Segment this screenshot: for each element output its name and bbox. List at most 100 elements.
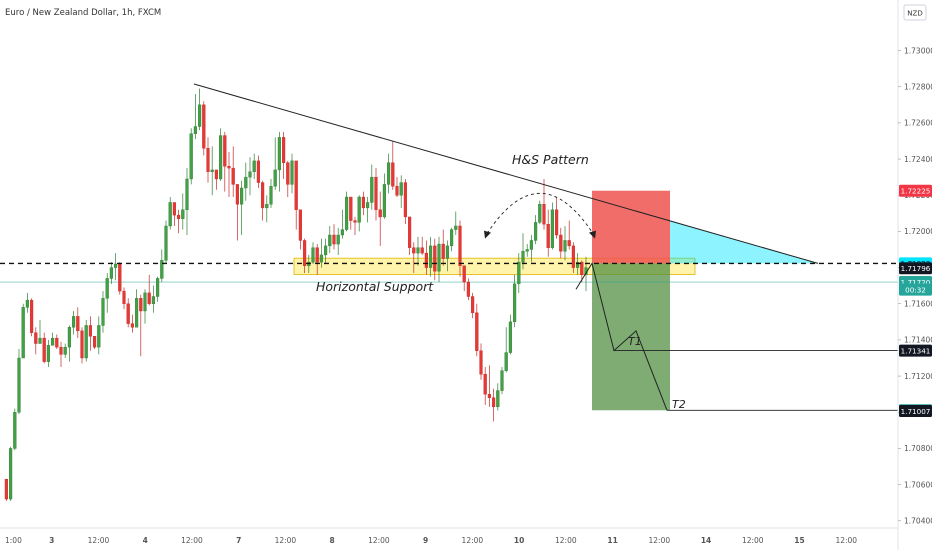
candle-body xyxy=(113,263,118,268)
candle-body xyxy=(345,196,349,230)
candle-body xyxy=(399,182,403,196)
candle-body xyxy=(559,234,563,252)
candle-body xyxy=(197,104,202,127)
candle-body xyxy=(139,298,143,312)
candle-body xyxy=(130,323,134,328)
candle-body xyxy=(332,234,336,245)
candle-body xyxy=(542,204,546,225)
time-tick-label: 12:00 xyxy=(649,536,671,545)
candle-body xyxy=(214,169,218,180)
horizontal-support-label: Horizontal Support xyxy=(316,279,434,294)
candle-body xyxy=(206,148,210,172)
candle-body xyxy=(576,261,580,268)
time-tick-label: 12:00 xyxy=(181,536,203,545)
candle-body xyxy=(508,321,512,353)
candle-body xyxy=(193,126,197,134)
time-tick-label: 12:00 xyxy=(742,536,764,545)
candle-body xyxy=(67,327,71,348)
price-tick-label: 1.70400 xyxy=(904,517,932,526)
hs-arc-arrow-left xyxy=(484,230,491,239)
candle-body xyxy=(261,182,265,209)
candle-body xyxy=(534,222,538,241)
candle-body xyxy=(433,245,437,272)
price-tick-label: 1.72600 xyxy=(904,119,932,128)
price-tick-label: 1.70800 xyxy=(904,444,932,453)
candle-body xyxy=(391,162,395,187)
candle-body xyxy=(248,171,252,178)
candle-body xyxy=(420,247,424,254)
candle-body xyxy=(567,240,571,247)
price-tick-label: 1.71200 xyxy=(904,372,932,381)
candle-body xyxy=(252,160,256,172)
candle-body xyxy=(294,160,298,210)
candle-body xyxy=(458,225,462,266)
candle-body xyxy=(424,252,428,268)
price-tags: 1.722251.718231.717961.7172000:321.71341… xyxy=(899,184,932,417)
candle-body xyxy=(311,247,315,263)
candle-body xyxy=(134,298,139,328)
candle-body xyxy=(315,247,319,263)
time-tick-label: 12:00 xyxy=(88,536,110,545)
hs-pattern-label: H&S Pattern xyxy=(512,152,589,167)
time-tick-label: 3 xyxy=(49,536,54,545)
price-tag-label: 1.71796 xyxy=(901,264,931,273)
candle-body xyxy=(328,234,332,247)
price-tick-label: 1.72000 xyxy=(904,227,932,236)
chart-title: Euro / New Zealand Dollar, 1h, FXCM xyxy=(5,8,161,18)
price-tick-label: 1.71600 xyxy=(904,300,932,309)
time-tick-label: 1:00 xyxy=(5,536,22,545)
currency-badge[interactable]: NZD xyxy=(903,4,927,21)
candle-body xyxy=(298,209,302,241)
candle-body xyxy=(218,135,223,180)
time-tick-label: 7 xyxy=(236,536,241,545)
candle-body xyxy=(378,209,382,218)
candle-body xyxy=(51,337,55,346)
candle-body xyxy=(59,346,63,355)
currency-label: NZD xyxy=(907,10,922,18)
candle-body xyxy=(580,261,584,276)
candle-body xyxy=(185,178,189,210)
projected-path xyxy=(575,262,668,411)
candle-body xyxy=(286,162,290,185)
candle-body xyxy=(563,240,567,252)
candle-body xyxy=(349,196,353,221)
candle-body xyxy=(538,204,542,223)
candle-body xyxy=(479,350,483,375)
candle-body xyxy=(550,209,554,248)
candle-body xyxy=(277,137,281,171)
price-tag xyxy=(899,184,932,197)
candle-body xyxy=(471,296,475,313)
candle-body xyxy=(71,316,76,328)
price-tick-label: 1.73000 xyxy=(904,46,932,55)
time-tick-label: 15 xyxy=(794,536,804,545)
candle-body xyxy=(17,357,21,413)
time-tick-label: 14 xyxy=(701,536,711,545)
candle-body xyxy=(370,176,374,203)
candle-body xyxy=(160,260,164,279)
candle-body xyxy=(395,185,399,196)
candle-body xyxy=(143,292,147,312)
candle-body xyxy=(454,225,458,230)
candle-body xyxy=(55,337,59,348)
candle-body xyxy=(155,278,160,297)
time-tick-label: 8 xyxy=(330,536,335,545)
descending-trendline xyxy=(193,83,819,264)
candle-body xyxy=(151,296,155,304)
time-tick-label: 12:00 xyxy=(835,536,857,545)
price-tick-label: 1.72400 xyxy=(904,155,932,164)
candle-body xyxy=(504,352,508,371)
candle-body xyxy=(231,167,235,185)
hs-arc xyxy=(486,193,594,234)
candle-body xyxy=(4,478,8,500)
candle-body xyxy=(109,267,113,279)
candle-body xyxy=(408,216,412,248)
candle-body xyxy=(340,229,344,236)
candle-body xyxy=(492,397,496,408)
candle-body xyxy=(555,209,559,236)
price-tag-label: 1.72225 xyxy=(901,187,931,196)
candles-layer xyxy=(4,88,588,501)
candle-body xyxy=(80,330,84,359)
candle-body xyxy=(30,299,34,333)
time-tick-label: 12:00 xyxy=(555,536,577,545)
